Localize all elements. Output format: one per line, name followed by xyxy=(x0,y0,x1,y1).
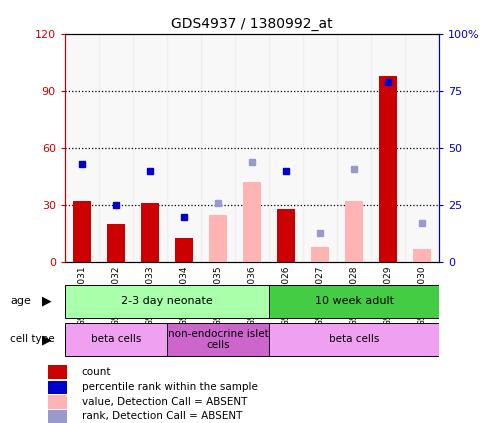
Bar xyxy=(405,34,439,262)
Text: beta cells: beta cells xyxy=(329,335,379,344)
Bar xyxy=(269,323,439,356)
Text: count: count xyxy=(82,367,111,377)
Bar xyxy=(175,237,193,262)
Bar xyxy=(303,34,337,262)
Bar xyxy=(65,285,269,318)
Bar xyxy=(243,182,261,262)
Bar xyxy=(107,224,125,262)
Bar xyxy=(133,34,167,262)
Bar xyxy=(413,249,432,262)
Text: value, Detection Call = ABSENT: value, Detection Call = ABSENT xyxy=(82,397,247,407)
Text: non-endocrine islet
cells: non-endocrine islet cells xyxy=(168,329,268,350)
Bar xyxy=(167,323,269,356)
Bar xyxy=(72,201,91,262)
Bar xyxy=(269,34,303,262)
Bar xyxy=(201,34,235,262)
Bar xyxy=(141,203,159,262)
Bar xyxy=(48,409,67,423)
Bar xyxy=(311,247,329,262)
Bar xyxy=(48,381,67,394)
Bar xyxy=(209,215,228,262)
Bar xyxy=(269,285,439,318)
Bar xyxy=(48,396,67,409)
Bar xyxy=(65,34,99,262)
Text: age: age xyxy=(10,297,31,306)
Bar xyxy=(337,34,371,262)
Text: percentile rank within the sample: percentile rank within the sample xyxy=(82,382,257,393)
Bar xyxy=(379,76,397,262)
Bar xyxy=(345,201,363,262)
Text: rank, Detection Call = ABSENT: rank, Detection Call = ABSENT xyxy=(82,411,242,421)
Bar xyxy=(276,209,295,262)
Text: ▶: ▶ xyxy=(42,333,52,346)
Text: cell type: cell type xyxy=(10,335,54,344)
Text: 2-3 day neonate: 2-3 day neonate xyxy=(121,297,213,306)
Bar xyxy=(167,34,201,262)
Bar xyxy=(65,323,167,356)
Bar xyxy=(371,34,405,262)
Text: beta cells: beta cells xyxy=(91,335,141,344)
Bar xyxy=(235,34,269,262)
Title: GDS4937 / 1380992_at: GDS4937 / 1380992_at xyxy=(171,17,333,31)
Bar xyxy=(48,365,67,379)
Text: ▶: ▶ xyxy=(42,295,52,308)
Bar xyxy=(99,34,133,262)
Text: 10 week adult: 10 week adult xyxy=(314,297,394,306)
